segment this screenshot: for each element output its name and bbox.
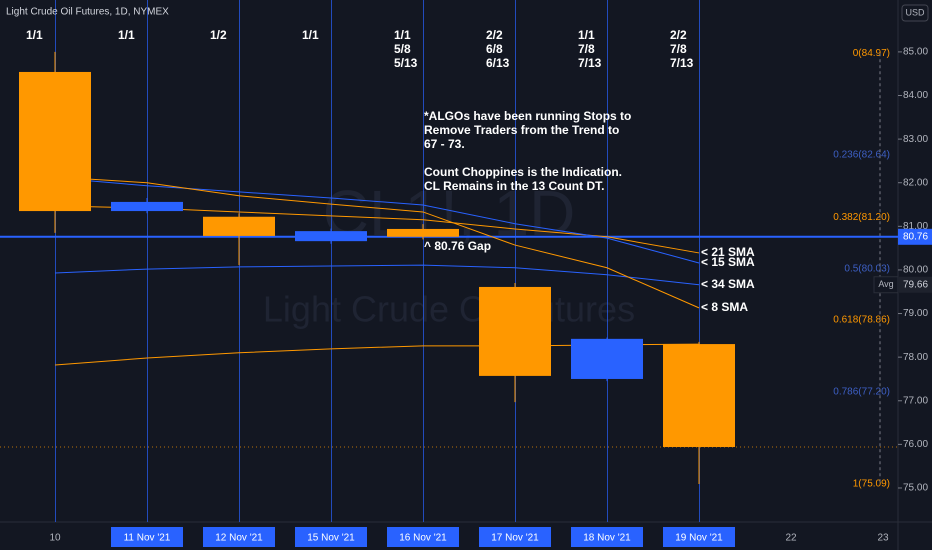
count-label: 1/2 [210, 28, 227, 42]
y-tick-label: 75.00 [903, 483, 928, 494]
note-line: 67 - 73. [424, 137, 465, 151]
x-tick-label: 22 [785, 533, 797, 544]
x-tick-label: 23 [877, 533, 889, 544]
fib-label: 0.382(81.20) [833, 212, 890, 223]
x-label-box [663, 527, 735, 547]
note-line: CL Remains in the 13 Count DT. [424, 179, 604, 193]
note-line: *ALGOs have been running Stops to [424, 109, 631, 123]
y-tick-label: 81.00 [903, 221, 928, 232]
x-label-box [295, 527, 367, 547]
x-tick-label: 18 Nov '21 [583, 533, 631, 544]
candle-body [203, 216, 275, 236]
sma-line [54, 177, 700, 264]
candle-body [111, 201, 183, 212]
candle-body [479, 286, 551, 376]
note-line: Remove Traders from the Trend to [424, 123, 619, 137]
x-tick-label: 17 Nov '21 [491, 533, 539, 544]
x-tick-label: 16 Nov '21 [399, 533, 447, 544]
price-tag [898, 228, 932, 245]
y-tick-label: 79.00 [903, 308, 928, 319]
count-label: 7/13 [670, 56, 694, 70]
y-tick-label: 82.00 [903, 177, 928, 188]
count-label: 6/13 [486, 56, 510, 70]
count-label: 1/1 [578, 28, 595, 42]
x-tick-label: 10 [49, 533, 61, 544]
y-tick-label: 84.00 [903, 90, 928, 101]
count-label: 7/8 [578, 42, 595, 56]
candle-body [571, 338, 643, 379]
sma-label: < 15 SMA [701, 255, 755, 269]
price-tag-label: 80.76 [903, 231, 928, 242]
x-tick-label: 12 Nov '21 [215, 533, 263, 544]
count-label: 5/8 [394, 42, 411, 56]
fib-label: 0.618(78.86) [833, 314, 890, 325]
candle-body [295, 231, 367, 242]
count-label: 5/13 [394, 56, 418, 70]
avg-value-box [898, 276, 932, 293]
fib-label: 0(84.97) [853, 48, 890, 59]
sma-label: < 21 SMA [701, 245, 755, 259]
avg-tag: Avg [878, 279, 893, 289]
x-label-box [571, 527, 643, 547]
x-label-box [111, 527, 183, 547]
currency: USD [905, 7, 925, 17]
avg-value: 79.66 [903, 279, 928, 290]
chart-title: Light Crude Oil Futures, 1D, NYMEX [6, 7, 169, 18]
y-tick-label: 83.00 [903, 134, 928, 145]
fib-label: 0.5(80.03) [844, 263, 890, 274]
note-line: Count Choppines is the Indication. [424, 165, 622, 179]
x-tick-label: 11 Nov '21 [124, 533, 171, 544]
candle-body [19, 71, 91, 212]
count-label: 7/13 [578, 56, 602, 70]
sma-label: < 34 SMA [701, 277, 755, 291]
count-label: 7/8 [670, 42, 687, 56]
count-label: 1/1 [302, 28, 319, 42]
x-tick-label: 15 Nov '21 [307, 533, 355, 544]
sma-label: < 8 SMA [701, 300, 748, 314]
y-tick-label: 77.00 [903, 395, 928, 406]
watermark: Light Crude Oil Futures [263, 289, 635, 330]
candle-body [663, 344, 735, 447]
y-tick-label: 76.00 [903, 439, 928, 450]
fib-label: 0.786(77.20) [833, 387, 890, 398]
count-label: 1/1 [394, 28, 411, 42]
gap-note: ^ 80.76 Gap [424, 239, 491, 253]
fib-label: 0.236(82.64) [833, 149, 890, 160]
x-tick-label: 19 Nov '21 [675, 533, 723, 544]
currency-box [901, 4, 929, 22]
sma-line [54, 176, 700, 309]
count-label: 6/8 [486, 42, 503, 56]
fib-label: 1(75.09) [853, 479, 890, 490]
count-label: 2/2 [670, 28, 687, 42]
y-tick-label: 85.00 [903, 47, 928, 58]
y-tick-label: 78.00 [903, 352, 928, 363]
sma-line [54, 264, 700, 286]
count-label: 2/2 [486, 28, 503, 42]
x-label-box [479, 527, 551, 547]
x-label-box [203, 527, 275, 547]
y-tick-label: 80.00 [903, 265, 928, 276]
candle-body [387, 228, 459, 237]
count-label: 1/1 [118, 28, 135, 42]
count-label: 1/1 [26, 28, 43, 42]
x-label-box [387, 527, 459, 547]
